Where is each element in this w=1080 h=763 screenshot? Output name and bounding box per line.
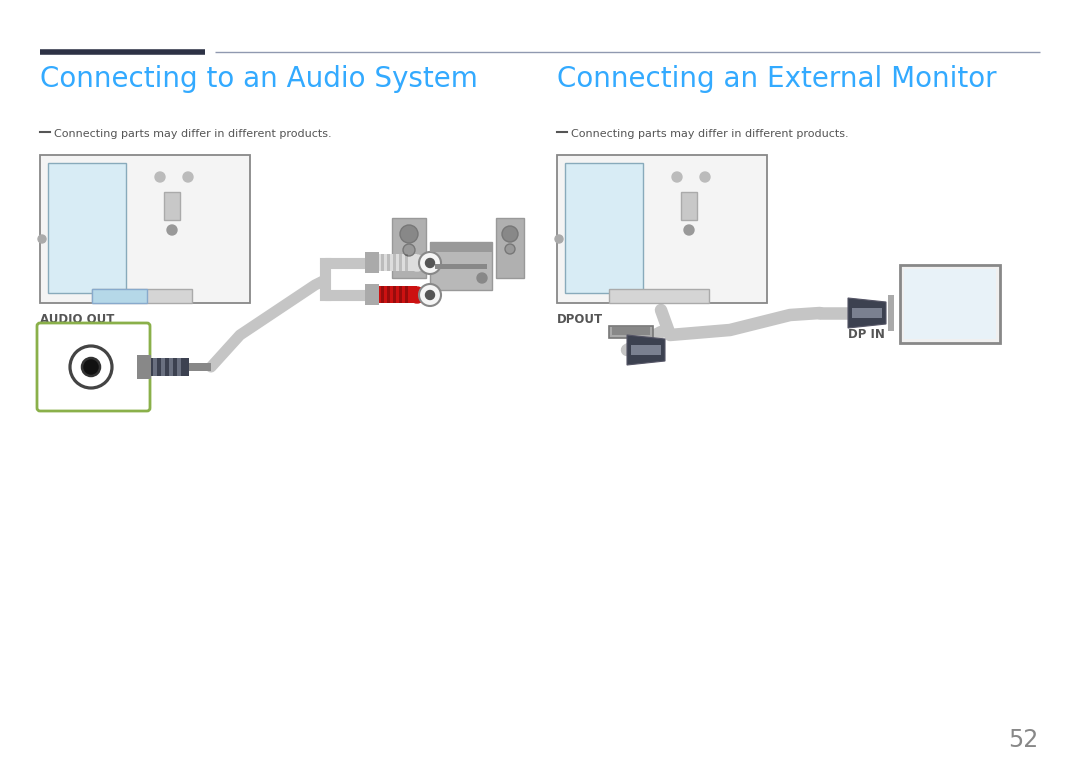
Circle shape	[555, 235, 563, 243]
Polygon shape	[848, 298, 886, 328]
Text: Connecting parts may differ in different products.: Connecting parts may differ in different…	[571, 129, 849, 139]
Bar	[92, 289, 192, 303]
Circle shape	[167, 225, 177, 235]
Circle shape	[82, 358, 100, 376]
Circle shape	[403, 244, 415, 256]
Bar	[393, 286, 396, 303]
Bar	[399, 286, 402, 303]
Bar	[161, 358, 165, 376]
Polygon shape	[627, 335, 665, 365]
Circle shape	[400, 225, 418, 243]
Polygon shape	[612, 327, 650, 335]
Bar	[92, 289, 147, 303]
Bar	[379, 254, 417, 271]
Bar	[609, 289, 708, 303]
Circle shape	[419, 284, 441, 306]
Bar	[565, 163, 643, 293]
Bar	[387, 254, 390, 271]
Circle shape	[183, 172, 193, 182]
Bar	[387, 286, 390, 303]
Text: 52: 52	[1008, 728, 1038, 752]
FancyBboxPatch shape	[37, 323, 150, 411]
Bar	[48, 163, 126, 293]
Circle shape	[38, 235, 46, 243]
Circle shape	[426, 259, 434, 268]
Bar	[137, 355, 151, 379]
Bar	[40, 155, 249, 303]
Circle shape	[477, 273, 487, 283]
Circle shape	[409, 255, 426, 271]
Text: Connecting to an Audio System: Connecting to an Audio System	[40, 65, 477, 93]
Circle shape	[419, 252, 441, 274]
Bar	[393, 254, 396, 271]
Bar	[379, 286, 417, 303]
Bar	[435, 264, 487, 269]
Circle shape	[156, 172, 165, 182]
Text: DPOUT: DPOUT	[557, 313, 603, 326]
Bar	[381, 254, 384, 271]
Bar	[852, 308, 882, 318]
Bar	[168, 358, 173, 376]
Circle shape	[700, 172, 710, 182]
Circle shape	[684, 225, 694, 235]
Bar	[164, 192, 180, 220]
Bar	[904, 269, 996, 339]
Bar	[609, 326, 653, 338]
Bar	[430, 242, 492, 252]
Circle shape	[672, 172, 681, 182]
Bar	[381, 286, 384, 303]
Circle shape	[426, 291, 434, 300]
Circle shape	[502, 226, 518, 242]
Circle shape	[505, 244, 515, 254]
Text: Connecting parts may differ in different products.: Connecting parts may differ in different…	[54, 129, 332, 139]
Bar	[888, 295, 894, 331]
Bar	[405, 286, 408, 303]
Bar	[189, 363, 211, 371]
Bar	[177, 358, 181, 376]
Bar	[365, 284, 379, 305]
Bar	[557, 155, 767, 303]
Bar	[631, 345, 661, 355]
Bar	[399, 254, 402, 271]
Circle shape	[409, 287, 426, 303]
Bar	[405, 254, 408, 271]
Bar	[392, 218, 426, 278]
Text: DP IN: DP IN	[848, 328, 885, 341]
Bar	[496, 218, 524, 278]
Circle shape	[70, 346, 112, 388]
Bar	[430, 242, 492, 290]
Bar	[153, 358, 157, 376]
Bar	[900, 265, 1000, 343]
Bar	[681, 192, 697, 220]
Bar	[365, 252, 379, 273]
Bar	[147, 358, 189, 376]
Text: Connecting an External Monitor: Connecting an External Monitor	[557, 65, 997, 93]
Text: AUDIO OUT: AUDIO OUT	[40, 313, 114, 326]
